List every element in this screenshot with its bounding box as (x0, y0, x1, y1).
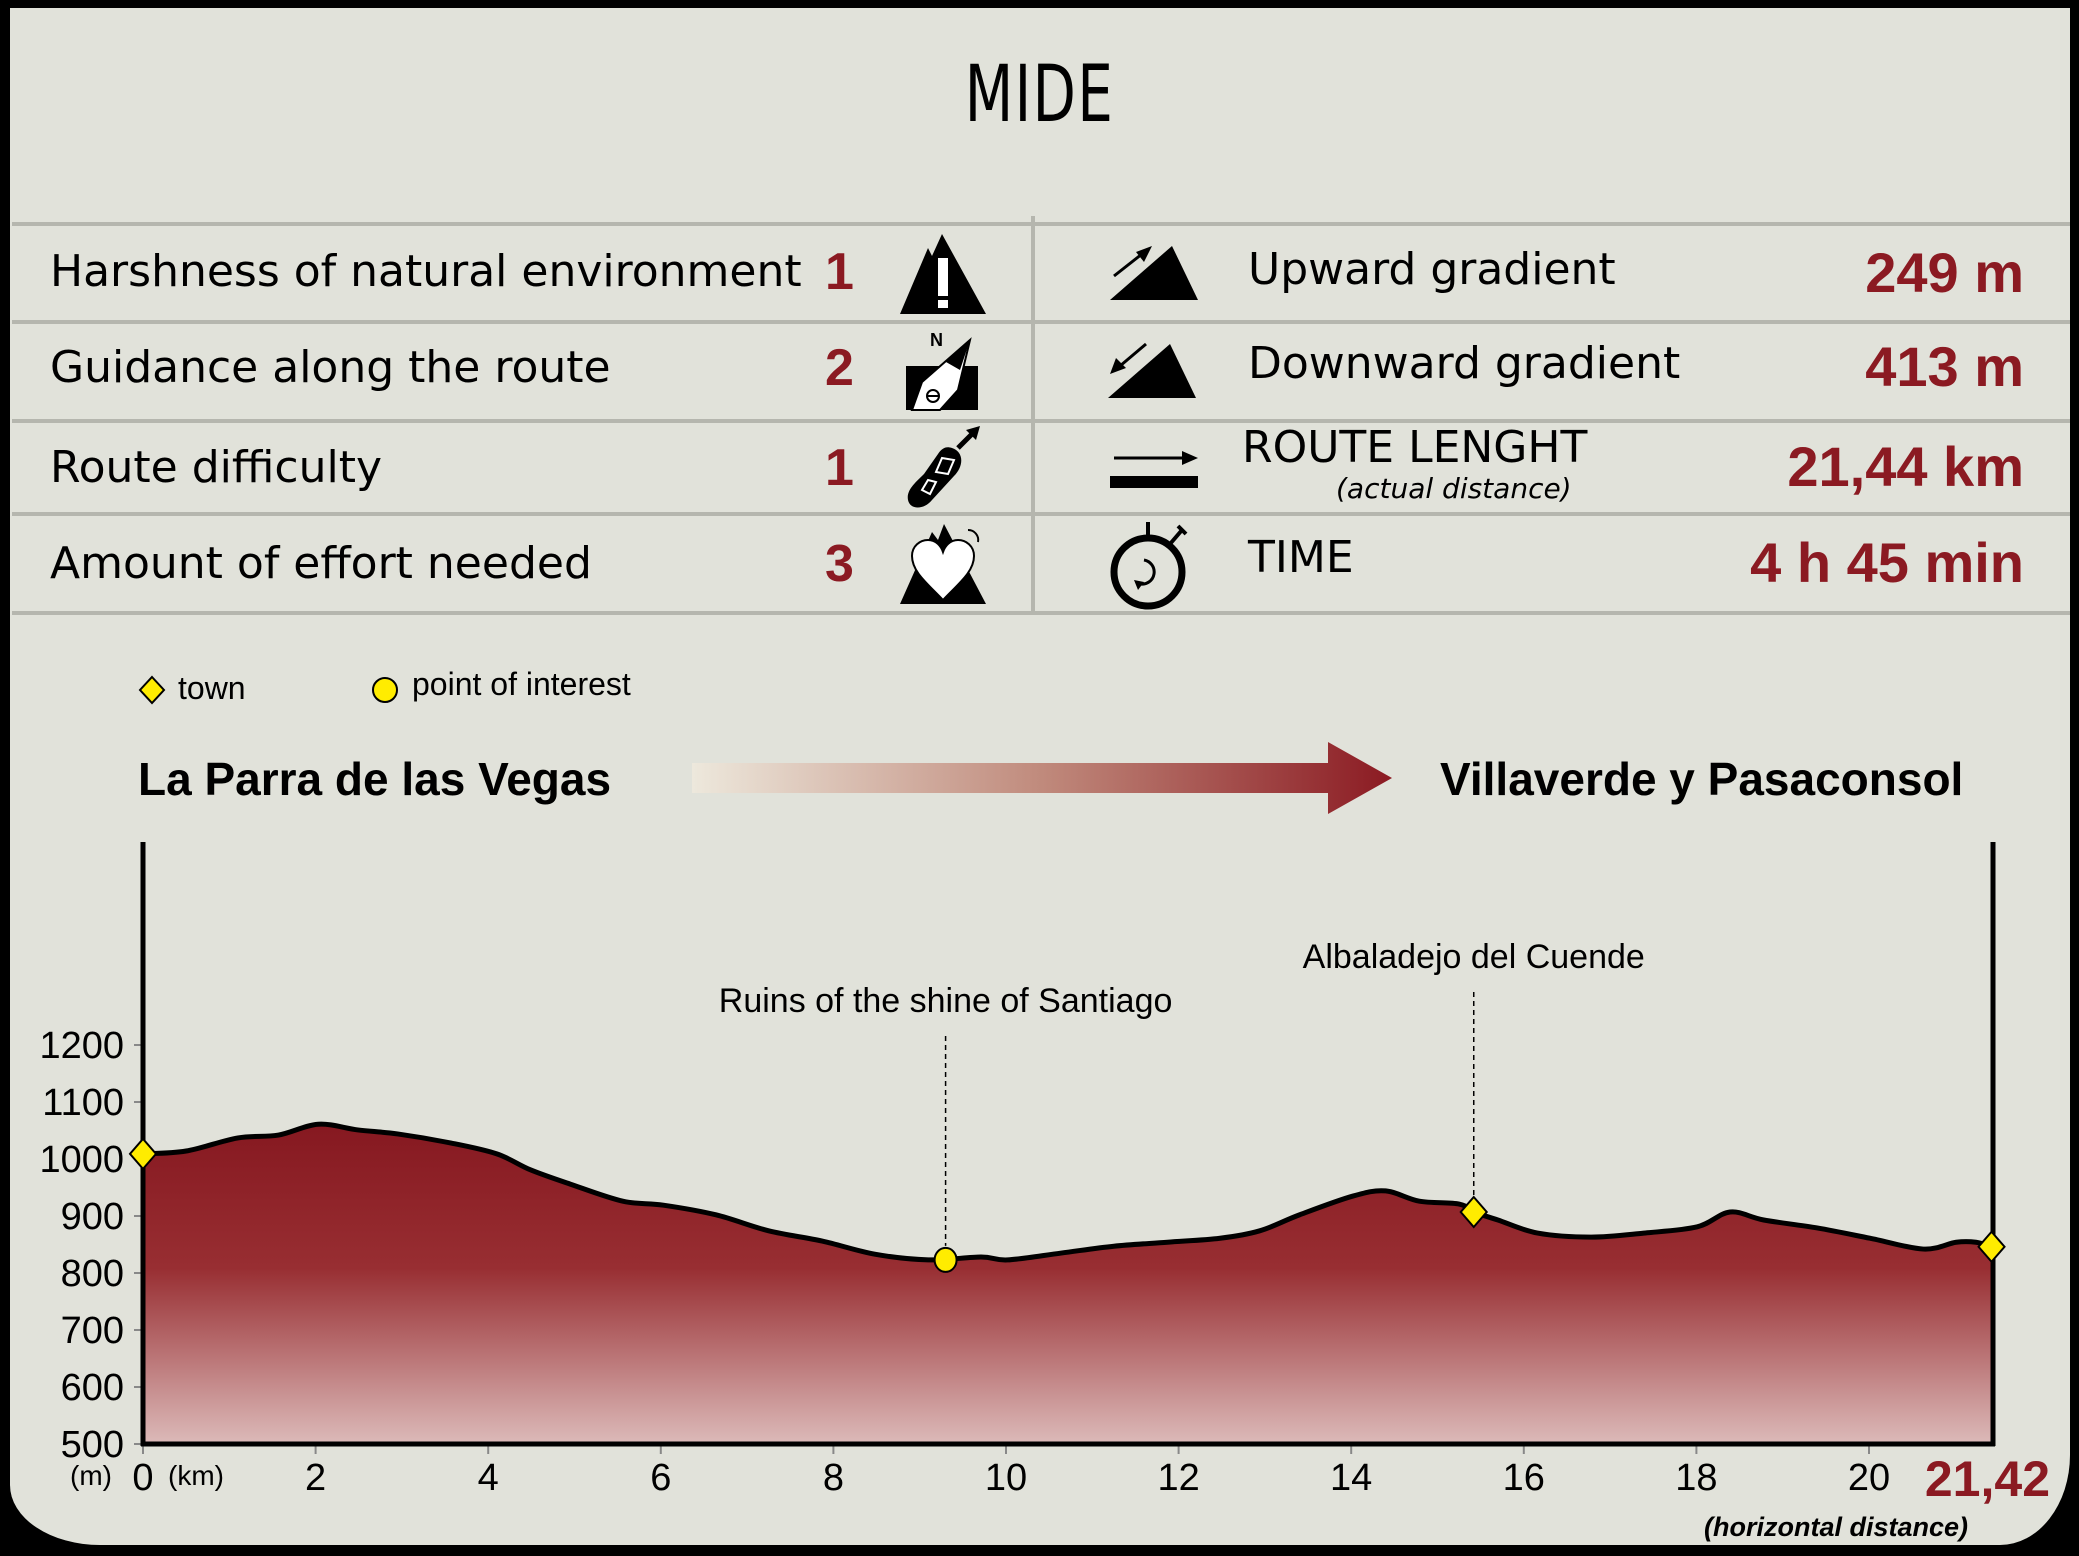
marker-label: Ruins of the shine of Santiago (719, 982, 1173, 1020)
row-label: TIME (1248, 532, 1354, 583)
mountain-warning-icon (900, 234, 986, 314)
row-label: Upward gradient (1248, 244, 1616, 295)
x-tick-label: 4 (478, 1457, 499, 1499)
row-label: Harshness of natural environment (50, 246, 802, 297)
x-end-value: 21,42 (1925, 1451, 2050, 1507)
x-tick-label: 20 (1848, 1457, 1890, 1499)
x-tick-label: 10 (985, 1457, 1027, 1499)
row-value: 4 h 45 min (1750, 531, 2024, 594)
poi-circle-icon (372, 677, 398, 703)
table-rule (12, 512, 2070, 516)
direction-arrow-icon (692, 742, 1392, 814)
stopwatch-icon (1110, 522, 1188, 610)
row-value: 21,44 km (1787, 435, 2024, 498)
row-label: Route difficulty (50, 442, 382, 493)
x-tick-label: 18 (1675, 1457, 1717, 1499)
y-tick-label: 900 (61, 1196, 124, 1238)
page-title: MIDE (964, 50, 1115, 140)
x-tick-label: 6 (650, 1457, 671, 1499)
table-rule (12, 419, 2070, 423)
y-unit-label: (m) (70, 1460, 112, 1491)
downhill-arrow-icon (1108, 342, 1196, 398)
legend-town-label: town (178, 670, 246, 706)
elevation-area (143, 1124, 1992, 1444)
row-sublabel: (actual distance) (1336, 472, 1572, 505)
x-tick-label: 8 (823, 1457, 844, 1499)
row-label: Guidance along the route (50, 342, 611, 393)
row-label: Amount of effort needed (50, 538, 592, 589)
row-value: 249 m (1865, 241, 2024, 304)
x-tick-label: 0 (132, 1457, 153, 1499)
legend-poi-label: point of interest (412, 666, 631, 702)
x-tick-label: 16 (1503, 1457, 1545, 1499)
heart-mountain-icon (900, 524, 986, 604)
marker-label: Albaladejo del Cuende (1303, 938, 1645, 976)
row-score: 1 (825, 439, 854, 497)
elevation-line (142, 1121, 1993, 1263)
town-diamond-icon (138, 675, 166, 705)
y-tick-label: 600 (61, 1367, 124, 1409)
x-tick-label: 12 (1157, 1457, 1199, 1499)
route-end-label: Villaverde y Pasaconsol (1440, 753, 1964, 805)
row-value: 413 m (1865, 335, 2024, 398)
row-label: Downward gradient (1248, 338, 1681, 389)
marker-annotations: Ruins of the shine of Santiago Albaladejo… (719, 938, 1645, 1246)
table-rule (12, 222, 2070, 226)
table-rule (12, 320, 2070, 324)
town-marker-icon (1977, 1230, 2006, 1264)
x-end-caption: (horizontal distance) (1704, 1512, 1968, 1542)
route-start-label: La Parra de las Vegas (138, 753, 612, 805)
y-tick-label: 1100 (42, 1082, 124, 1124)
y-tick-label: 700 (61, 1310, 124, 1352)
compass-north-icon: N (906, 330, 978, 411)
y-axis-ticks: 500 600 700 800 900 1000 1100 1200 (39, 1025, 143, 1466)
y-tick-label: 800 (61, 1253, 124, 1295)
uphill-arrow-icon (1110, 246, 1198, 300)
markers (128, 1137, 2006, 1273)
town-marker-icon (128, 1137, 158, 1171)
footprint-arrow-icon (907, 426, 980, 508)
x-tick-label: 2 (305, 1457, 326, 1499)
x-unit-label: (km) (168, 1460, 224, 1491)
row-label: ROUTE LENGHT (1242, 422, 1588, 473)
distance-arrow-icon (1110, 451, 1198, 488)
row-score: 1 (825, 243, 854, 301)
svg-text:N: N (930, 330, 943, 350)
y-tick-label: 500 (61, 1424, 124, 1466)
row-score: 2 (825, 339, 854, 397)
table-column-divider (1031, 216, 1035, 613)
x-tick-label: 14 (1330, 1457, 1372, 1499)
y-tick-label: 1000 (39, 1139, 124, 1181)
table-rule (12, 611, 2070, 615)
y-tick-label: 1200 (39, 1025, 124, 1067)
town-marker-icon (1459, 1195, 1489, 1229)
poi-marker-icon (933, 1246, 958, 1273)
row-score: 3 (825, 535, 854, 593)
